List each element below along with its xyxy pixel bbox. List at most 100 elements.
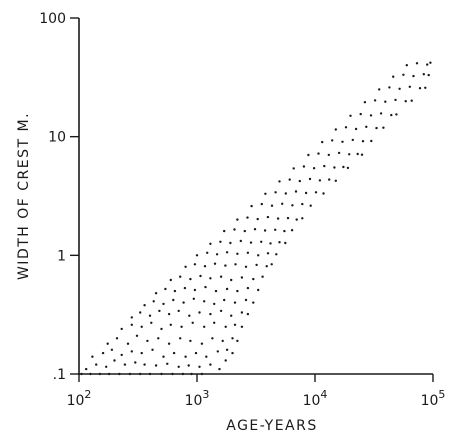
data-point xyxy=(206,251,209,254)
data-point xyxy=(252,301,255,304)
data-point xyxy=(394,98,397,102)
data-point xyxy=(269,242,272,245)
data-point xyxy=(314,191,318,194)
data-point xyxy=(225,287,229,291)
data-point xyxy=(322,192,325,195)
data-point xyxy=(246,286,250,290)
data-point xyxy=(342,165,345,169)
data-point xyxy=(331,139,334,142)
data-point xyxy=(130,350,133,353)
data-point xyxy=(162,302,165,306)
data-point xyxy=(405,63,408,67)
data-point xyxy=(398,87,401,91)
data-point xyxy=(203,300,206,303)
data-point xyxy=(204,285,207,289)
data-point xyxy=(288,178,291,181)
data-point xyxy=(182,301,185,304)
data-point xyxy=(295,218,298,221)
data-point xyxy=(143,304,146,307)
data-point xyxy=(239,239,242,243)
data-point xyxy=(187,364,190,367)
x-tick-exponent: 3 xyxy=(202,388,209,401)
y-tick-label: .1 xyxy=(53,367,66,383)
data-point xyxy=(275,253,278,256)
data-point xyxy=(120,353,123,357)
data-point xyxy=(205,355,208,358)
data-point xyxy=(307,153,310,157)
data-point xyxy=(229,241,232,245)
data-point xyxy=(172,351,176,355)
data-point xyxy=(160,327,163,331)
data-point xyxy=(392,75,395,78)
data-point xyxy=(334,128,337,131)
data-point xyxy=(126,342,130,345)
data-point xyxy=(179,275,182,278)
x-tick-exponent: 4 xyxy=(320,388,327,401)
data-point xyxy=(351,138,354,142)
x-axis-label: AGE-YEARS xyxy=(226,418,318,434)
data-point xyxy=(209,277,212,280)
data-point xyxy=(402,73,405,77)
data-point xyxy=(123,363,127,366)
data-point xyxy=(349,114,352,118)
data-point xyxy=(395,113,398,116)
data-point xyxy=(134,361,137,364)
data-point xyxy=(209,242,212,245)
data-point xyxy=(370,139,373,143)
data-point xyxy=(214,289,218,293)
x-tick-label: 105 xyxy=(421,388,446,409)
data-point xyxy=(246,251,250,254)
data-point xyxy=(309,204,312,207)
data-point xyxy=(424,86,427,90)
data-point xyxy=(211,337,214,340)
data-point xyxy=(240,276,244,279)
data-point xyxy=(135,334,139,337)
data-point xyxy=(179,337,182,340)
y-tick-label: 100 xyxy=(39,11,66,27)
y-tick-label: 10 xyxy=(48,130,66,146)
data-point xyxy=(172,298,175,302)
data-point xyxy=(270,263,273,266)
data-point xyxy=(278,180,281,183)
data-point xyxy=(266,252,270,255)
data-point xyxy=(189,277,192,281)
data-point xyxy=(233,301,237,304)
data-point xyxy=(166,362,169,365)
data-point xyxy=(283,229,286,233)
data-point xyxy=(225,251,229,254)
data-point xyxy=(113,359,116,362)
data-point xyxy=(218,367,221,371)
data-point xyxy=(169,323,172,326)
data-point xyxy=(415,62,419,65)
data-point xyxy=(230,314,233,317)
data-point xyxy=(281,202,284,205)
data-point xyxy=(418,87,422,90)
data-point xyxy=(193,288,197,292)
data-point xyxy=(265,265,268,268)
data-point xyxy=(412,74,415,78)
data-point xyxy=(382,126,385,129)
data-point xyxy=(188,314,191,317)
data-point xyxy=(260,202,263,206)
data-point xyxy=(219,240,222,243)
data-point xyxy=(219,275,223,278)
data-point xyxy=(120,327,123,331)
data-point xyxy=(140,325,143,328)
data-point xyxy=(384,100,387,103)
data-point xyxy=(224,264,227,267)
data-point xyxy=(162,355,165,358)
data-point xyxy=(286,216,290,220)
data-point xyxy=(422,73,425,76)
data-point xyxy=(263,229,267,232)
data-point xyxy=(219,309,223,313)
data-point xyxy=(164,287,167,291)
data-point xyxy=(388,86,391,89)
data-point xyxy=(224,359,227,362)
data-point xyxy=(317,152,320,155)
x-tick-base: 10 xyxy=(185,393,203,409)
y-axis: .1 1 10 100 xyxy=(39,11,80,383)
data-point xyxy=(404,100,407,103)
data-point xyxy=(333,166,336,169)
data-point xyxy=(292,167,295,170)
data-point xyxy=(255,263,258,267)
